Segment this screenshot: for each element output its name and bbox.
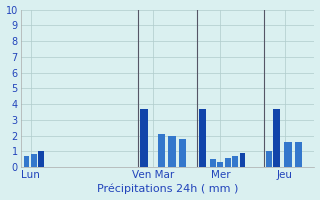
Bar [168, 136, 176, 167]
Bar [210, 159, 216, 167]
Bar [38, 151, 44, 167]
Bar [284, 142, 292, 167]
Bar [266, 151, 272, 167]
Bar [31, 154, 37, 167]
Bar [140, 109, 148, 167]
Bar [232, 156, 238, 167]
Bar [158, 134, 165, 167]
Bar [199, 109, 206, 167]
Bar [273, 109, 280, 167]
Bar [225, 158, 231, 167]
Bar [179, 139, 186, 167]
Bar [295, 142, 302, 167]
X-axis label: Précipitations 24h ( mm ): Précipitations 24h ( mm ) [97, 184, 238, 194]
Bar [239, 153, 245, 167]
Bar [218, 162, 223, 167]
Bar [24, 156, 29, 167]
